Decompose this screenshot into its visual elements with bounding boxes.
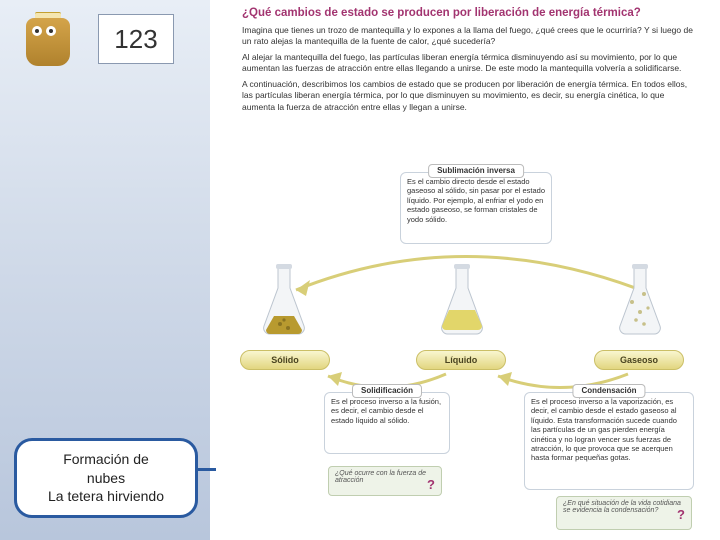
question-callout: ¿Qué ocurre con la fuerza de atracción ? [328,466,442,496]
question-mark-icon: ? [677,507,685,522]
article-heading: ¿Qué cambios de estado se producen por l… [216,0,720,23]
bubble-line: La tetera hirviendo [48,487,164,506]
process-text: Es el proceso inverso a la fusión, es de… [331,397,443,425]
page-number: 123 [114,24,157,55]
state-text: Sólido [271,355,299,365]
article-paragraph: Imagina que tienes un trozo de mantequil… [216,23,720,50]
article-panel: ¿Qué cambios de estado se producen por l… [216,0,720,540]
process-text: Es el cambio directo desde el estado gas… [407,177,545,224]
process-solidificacion: Solidificación Es el proceso inverso a l… [324,392,450,454]
process-title: Sublimación inversa [428,164,524,178]
question-text: ¿En qué situación de la vida cotidiana s… [563,500,681,514]
process-title: Solidificación [352,384,422,398]
page-number-box: 123 [98,14,174,64]
state-label-gaseoso: Gaseoso [594,350,684,370]
bubble-line: Formación de [63,450,149,469]
state-label-solido: Sólido [240,350,330,370]
bubble-line: nubes [87,469,125,488]
flask-solid-icon [254,262,314,344]
question-text: ¿Qué ocurre con la fuerza de atracción [335,470,426,484]
process-sublimacion: Sublimación inversa Es el cambio directo… [400,172,552,244]
question-mark-icon: ? [427,477,435,492]
flask-gas-icon [610,262,670,344]
process-condensacion: Condensación Es el proceso inverso a la … [524,392,694,490]
article-paragraph: Al alejar la mantequilla del fuego, las … [216,50,720,77]
process-title: Condensación [572,384,645,398]
state-text: Líquido [445,355,478,365]
article-paragraph: A continuación, describimos los cambios … [216,77,720,115]
state-text: Gaseoso [620,355,658,365]
annotation-bubble: Formación de nubes La tetera hirviendo [14,438,198,518]
process-text: Es el proceso inverso a la vaporización,… [531,397,687,463]
question-callout: ¿En qué situación de la vida cotidiana s… [556,496,692,530]
book-mascot-icon [18,8,78,68]
flask-liquid-icon [432,262,492,344]
state-label-liquido: Líquido [416,350,506,370]
